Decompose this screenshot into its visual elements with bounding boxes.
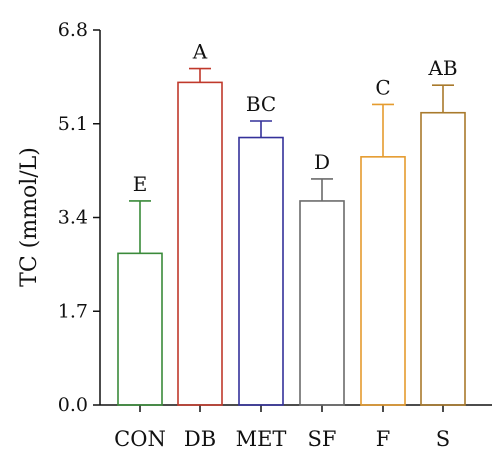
significance-label-f: C <box>375 75 390 99</box>
significance-label-con: E <box>133 172 148 196</box>
y-tick-label: 1.7 <box>58 300 88 322</box>
y-axis: 0.0 1.7 3.4 5.1 6.8 <box>58 19 101 416</box>
x-ticks: CON DB MET SF F S <box>114 405 450 451</box>
x-tick-label-met: MET <box>236 427 287 451</box>
bar-db <box>177 81 223 406</box>
x-axis: CON DB MET SF F S <box>100 404 492 451</box>
bar-f <box>360 156 406 406</box>
bar-s <box>420 111 466 406</box>
bar-con <box>117 252 163 406</box>
y-ticks: 0.0 1.7 3.4 5.1 6.8 <box>58 19 100 416</box>
significance-label-sf: D <box>314 150 330 174</box>
x-tick-label-con: CON <box>114 427 166 451</box>
y-tick-label: 0.0 <box>58 394 88 416</box>
x-tick-label-s: S <box>436 427 450 451</box>
significance-label-met: BC <box>246 92 276 116</box>
y-tick-label: 3.4 <box>58 207 88 229</box>
significance-label-s: AB <box>427 56 457 80</box>
x-tick-label-db: DB <box>184 427 216 451</box>
y-tick-label: 6.8 <box>58 19 88 41</box>
bars: E A BC D C AB <box>117 40 466 406</box>
bar-met <box>238 136 284 406</box>
y-axis-title: TC (mmol/L) <box>17 147 42 287</box>
bar-sf <box>299 200 345 406</box>
x-tick-label-f: F <box>376 427 391 451</box>
significance-label-db: A <box>192 40 208 64</box>
x-tick-label-sf: SF <box>308 427 337 451</box>
y-tick-label: 5.1 <box>58 113 88 135</box>
